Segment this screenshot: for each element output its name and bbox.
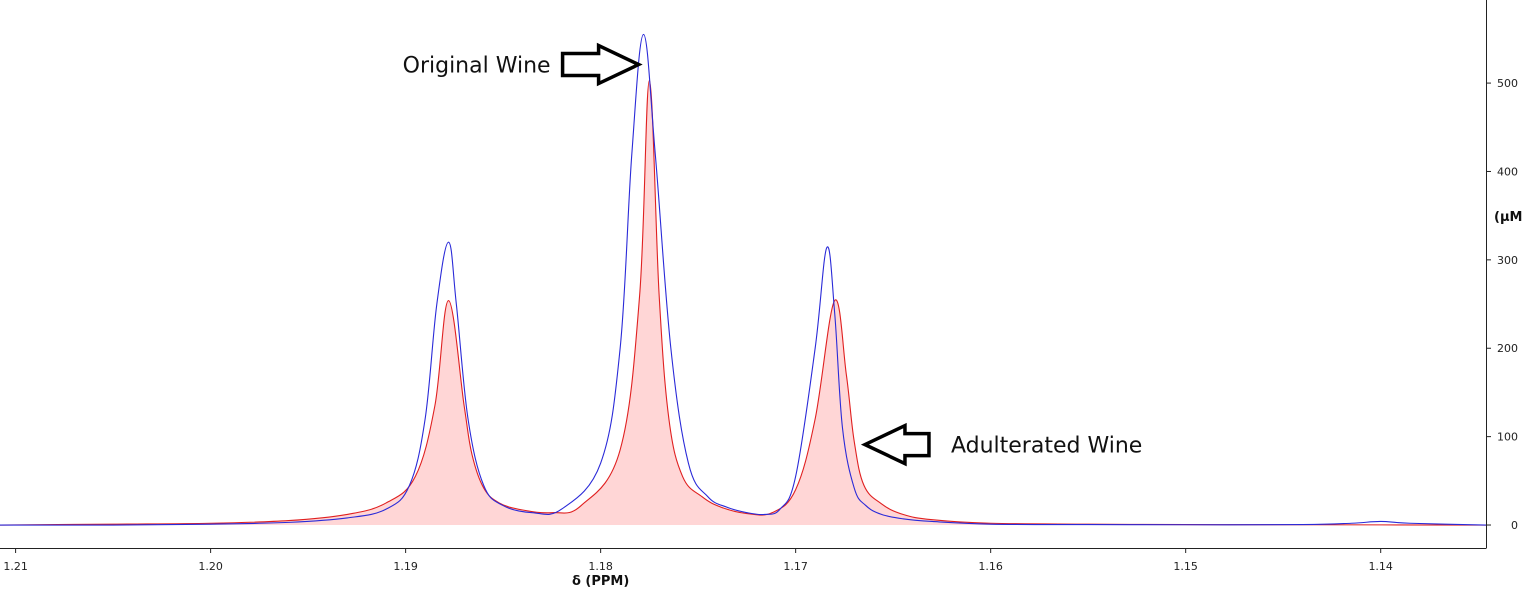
series-line-adulterated-wine — [0, 79, 1487, 526]
x-tick-label: 1.14 — [1368, 560, 1393, 573]
x-tick-label: 1.21 — [3, 560, 28, 573]
series-layer — [0, 33, 1487, 526]
y-axis-ticks: 0 100 200 300 400 500 — [1486, 77, 1518, 532]
arrow-left-icon — [860, 422, 931, 467]
y-tick-label: 100 — [1497, 431, 1518, 444]
x-axis-ticks: 1.21 1.20 1.19 1.18 1.17 1.16 1.15 1.14 — [3, 548, 1393, 573]
x-tick-label: 1.20 — [198, 560, 223, 573]
series-line-original-wine — [0, 33, 1487, 526]
y-tick-label: 0 — [1511, 519, 1518, 532]
x-tick-label: 1.16 — [978, 560, 1003, 573]
axes-layer: 1.21 1.20 1.19 1.18 1.17 1.16 1.15 1.14 0 100 200… — [0, 0, 1518, 573]
x-tick-label: 1.18 — [588, 560, 613, 573]
y-tick-label: 400 — [1497, 165, 1518, 178]
y-tick-label: 200 — [1497, 342, 1518, 355]
y-tick-label: 300 — [1497, 254, 1518, 267]
annotation-original-wine-label: Original Wine — [403, 54, 551, 79]
x-tick-label: 1.19 — [393, 560, 418, 573]
arrow-right-icon — [560, 42, 643, 87]
x-tick-label: 1.15 — [1173, 560, 1198, 573]
y-axis-title: (μM — [1494, 210, 1522, 225]
x-axis-title: δ (PPM) — [572, 574, 629, 589]
annotation-original-wine: Original Wine — [403, 42, 643, 87]
x-tick-label: 1.17 — [783, 560, 808, 573]
annotation-adulterated-wine: Adulterated Wine — [860, 422, 1142, 467]
y-tick-label: 500 — [1497, 77, 1518, 90]
annotation-adulterated-wine-label: Adulterated Wine — [951, 434, 1142, 459]
